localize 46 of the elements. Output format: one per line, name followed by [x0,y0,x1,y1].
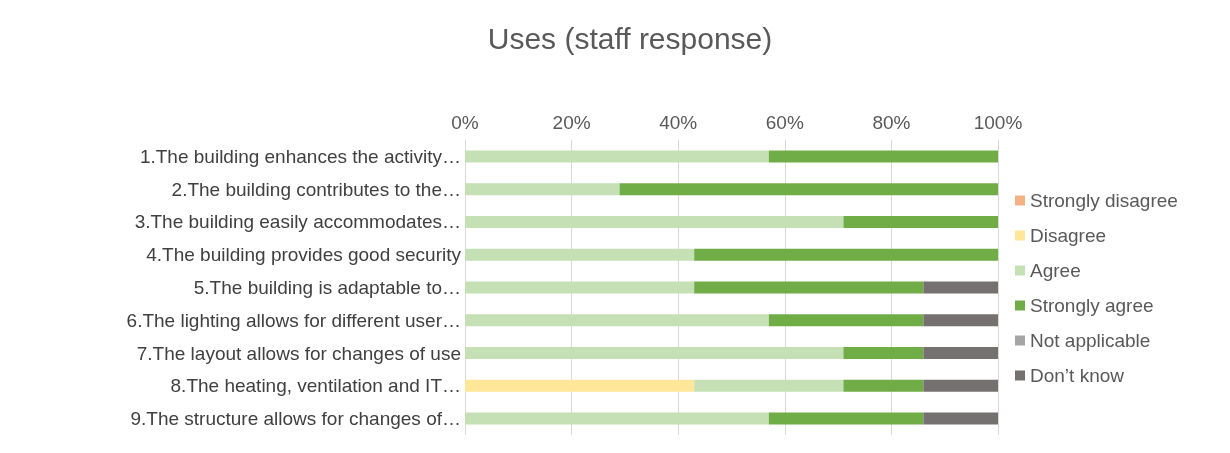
bar [843,215,998,228]
bar [768,314,924,327]
bar [465,314,769,327]
bar [465,412,769,425]
legend-label: Disagree [1030,225,1107,246]
bar [843,347,924,360]
legend-label: Agree [1030,260,1081,281]
chart-title: Uses (staff response) [487,21,773,55]
bar [768,150,998,163]
bar [465,347,844,360]
y-tick-label: 6.The lighting allows for different user… [126,309,461,331]
x-tick-label: 100% [973,112,1023,133]
x-tick-label: 60% [765,112,804,133]
y-tick-label: 8.The heating, ventilation and IT… [170,375,461,397]
bar [694,281,924,294]
bar [923,281,998,294]
bar [923,314,998,327]
bar [465,281,695,294]
bar [923,412,998,425]
y-tick-label: 4.The building provides good security [146,244,462,266]
bar [465,215,844,228]
x-tick-label: 40% [659,112,698,133]
bar [619,183,998,196]
legend-label: Don’t know [1030,365,1125,386]
y-tick-label: 1.The building enhances the activity… [139,145,461,167]
y-tick-label: 9.The structure allows for changes of… [130,408,461,430]
bar [923,379,998,392]
bar [694,248,998,261]
bar [465,183,620,196]
y-tick-label: 2.The building contributes to the… [171,178,461,200]
bar [465,379,695,392]
legend-label: Strongly disagree [1030,190,1178,211]
bar [465,150,769,163]
bar [923,347,998,360]
y-tick-label: 5.The building is adaptable to… [193,277,461,298]
x-tick-label: 0% [451,112,479,133]
y-tick-label: 3.The building easily accommodates… [134,211,461,233]
x-tick-label: 80% [872,112,911,133]
bar [694,379,844,392]
bar [465,248,695,261]
legend-label: Not applicable [1030,330,1151,351]
bar [843,379,924,392]
y-tick-label: 7.The layout allows for changes of use [136,342,461,364]
legend-label: Strongly agree [1030,295,1154,316]
x-tick-label: 20% [552,112,591,133]
bar [768,412,924,425]
